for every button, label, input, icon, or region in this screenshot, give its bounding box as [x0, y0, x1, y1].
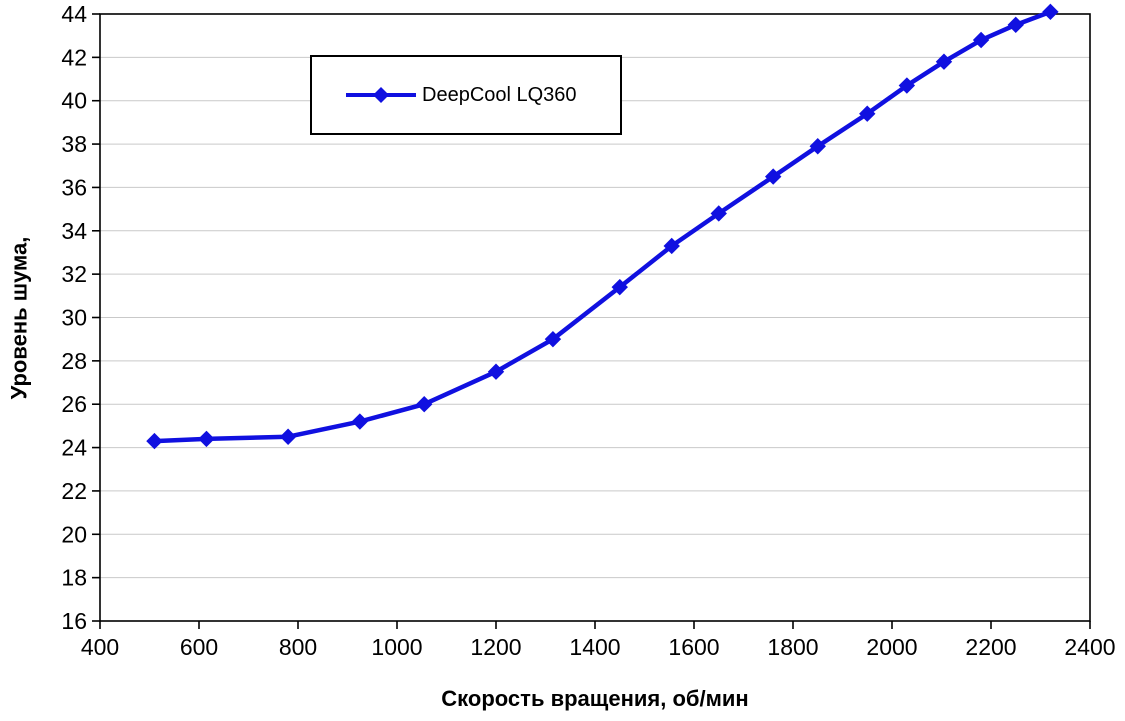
y-tick-label: 30 [61, 305, 87, 331]
x-tick-label: 800 [279, 634, 317, 660]
data-point-marker [935, 53, 953, 70]
data-point-marker [416, 396, 433, 413]
y-axis-title-container: Уровень шума, [2, 14, 36, 621]
x-tick-label: 2200 [965, 634, 1016, 660]
x-tick-label: 400 [81, 634, 119, 660]
y-tick-label: 36 [61, 174, 87, 200]
x-tick-label: 1000 [371, 634, 422, 660]
data-point-marker [351, 413, 369, 430]
x-tick-label: 1200 [470, 634, 521, 660]
y-tick-label: 32 [61, 261, 87, 287]
legend: DeepCool LQ360 [310, 55, 622, 135]
legend-label: DeepCool LQ360 [422, 83, 577, 106]
data-point-marker [764, 168, 782, 185]
y-tick-label: 44 [61, 1, 87, 27]
data-point-marker [972, 31, 990, 49]
data-point-marker [544, 330, 562, 348]
data-point-marker [859, 105, 876, 122]
y-tick-label: 16 [61, 608, 87, 634]
y-tick-label: 20 [61, 521, 87, 547]
y-tick-label: 26 [61, 391, 87, 417]
data-point-marker [710, 205, 727, 222]
x-tick-label: 600 [180, 634, 218, 660]
series-line [152, 9, 1053, 444]
data-point-marker [663, 237, 680, 255]
data-point-marker [487, 363, 505, 380]
x-tick-label: 1800 [767, 634, 818, 660]
data-point-marker [611, 278, 628, 296]
x-tick-label: 2400 [1064, 634, 1115, 660]
data-point-marker [198, 430, 215, 448]
y-tick-label: 42 [61, 44, 87, 70]
data-point-marker [1007, 16, 1024, 34]
y-tick-label: 22 [61, 478, 87, 504]
x-axis-title: Скорость вращения, об/мин [441, 686, 749, 711]
data-point-marker [279, 428, 297, 445]
x-tick-label: 1600 [668, 634, 719, 660]
y-tick-label: 18 [61, 565, 87, 591]
data-point-marker [1042, 3, 1059, 21]
y-axis-title: Уровень шума, [6, 236, 32, 399]
x-tick-label: 2000 [866, 634, 917, 660]
y-tick-label: 34 [61, 218, 87, 244]
y-tick-label: 24 [61, 435, 87, 461]
y-tick-label: 40 [61, 88, 87, 114]
x-tick-label: 1400 [569, 634, 620, 660]
y-tick-label: 28 [61, 348, 87, 374]
y-tick-label: 38 [61, 131, 87, 157]
legend-line-marker-icon [346, 87, 416, 103]
data-point-marker [146, 432, 163, 450]
data-point-marker [898, 77, 916, 94]
data-point-marker [809, 138, 826, 155]
